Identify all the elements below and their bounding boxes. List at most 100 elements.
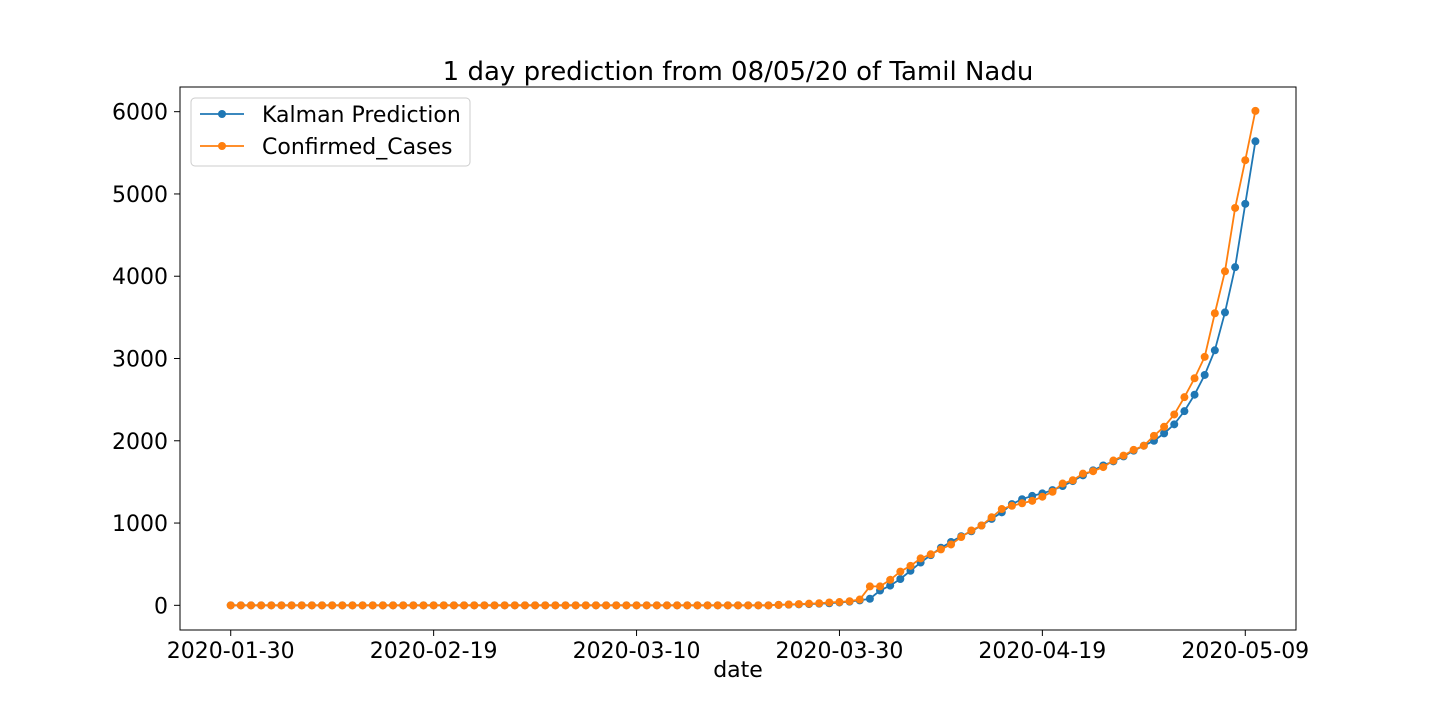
legend-label-confirmed: Confirmed_Cases — [262, 135, 453, 160]
data-point-confirmed-cases — [571, 601, 580, 610]
plot-area — [179, 86, 1297, 631]
legend-marker-kalman — [218, 110, 226, 118]
data-point-confirmed-cases — [541, 601, 550, 610]
data-point-confirmed-cases — [642, 601, 651, 610]
data-point-confirmed-cases — [429, 601, 438, 610]
data-point-confirmed-cases — [348, 601, 357, 610]
data-point-confirmed-cases — [500, 601, 509, 610]
data-point-kalman-prediction — [896, 574, 905, 583]
data-point-confirmed-cases — [419, 601, 428, 610]
data-point-kalman-prediction — [1190, 390, 1199, 399]
series-layer — [226, 106, 1260, 610]
data-point-confirmed-cases — [612, 601, 621, 610]
data-point-kalman-prediction — [1251, 137, 1260, 146]
data-point-confirmed-cases — [520, 601, 529, 610]
x-axis-label: date — [713, 658, 763, 683]
data-point-confirmed-cases — [368, 601, 377, 610]
data-point-kalman-prediction — [865, 594, 874, 603]
data-point-confirmed-cases — [399, 601, 408, 610]
data-point-confirmed-cases — [855, 595, 864, 604]
x-tick-label: 2020-03-10 — [573, 639, 701, 664]
data-point-confirmed-cases — [835, 598, 844, 607]
data-point-confirmed-cases — [1200, 352, 1209, 361]
data-point-confirmed-cases — [1190, 374, 1199, 383]
legend-label-kalman: Kalman Prediction — [262, 103, 461, 128]
data-point-confirmed-cases — [1139, 441, 1148, 450]
data-point-confirmed-cases — [1119, 451, 1128, 460]
data-point-confirmed-cases — [591, 601, 600, 610]
data-point-confirmed-cases — [470, 601, 479, 610]
data-point-confirmed-cases — [784, 600, 793, 609]
data-point-confirmed-cases — [805, 599, 814, 608]
data-point-confirmed-cases — [378, 601, 387, 610]
x-tick-label: 2020-02-19 — [370, 639, 498, 664]
data-point-confirmed-cases — [602, 601, 611, 610]
y-tick-label: 2000 — [112, 430, 168, 455]
data-point-confirmed-cases — [1058, 479, 1067, 488]
y-axis: 0 1000 2000 3000 4000 5000 6000 — [112, 101, 180, 619]
data-point-confirmed-cases — [1180, 393, 1189, 402]
data-point-confirmed-cases — [358, 601, 367, 610]
legend: Kalman Prediction Confirmed_Cases — [190, 97, 471, 167]
data-point-confirmed-cases — [1018, 499, 1027, 508]
data-point-kalman-prediction — [1231, 263, 1240, 272]
data-point-confirmed-cases — [277, 601, 286, 610]
data-point-confirmed-cases — [236, 601, 245, 610]
data-point-confirmed-cases — [754, 601, 763, 610]
data-point-confirmed-cases — [1129, 445, 1138, 454]
data-point-confirmed-cases — [794, 600, 803, 609]
data-point-confirmed-cases — [916, 554, 925, 563]
data-point-confirmed-cases — [1078, 469, 1087, 478]
data-point-confirmed-cases — [703, 601, 712, 610]
y-tick-label: 4000 — [112, 265, 168, 290]
data-point-kalman-prediction — [1220, 308, 1229, 317]
data-point-confirmed-cases — [247, 601, 256, 610]
data-point-confirmed-cases — [1231, 203, 1240, 212]
data-point-confirmed-cases — [865, 582, 874, 591]
data-point-confirmed-cases — [1048, 487, 1057, 496]
data-point-confirmed-cases — [1109, 456, 1118, 465]
data-point-confirmed-cases — [409, 601, 418, 610]
data-point-confirmed-cases — [338, 601, 347, 610]
data-point-kalman-prediction — [1170, 420, 1179, 429]
data-point-confirmed-cases — [389, 601, 398, 610]
data-point-confirmed-cases — [947, 540, 956, 549]
data-point-confirmed-cases — [652, 601, 661, 610]
data-point-kalman-prediction — [1160, 429, 1169, 438]
data-point-confirmed-cases — [226, 601, 235, 610]
data-point-confirmed-cases — [673, 601, 682, 610]
legend-box — [190, 97, 471, 167]
data-point-kalman-prediction — [1200, 370, 1209, 379]
data-point-confirmed-cases — [561, 601, 570, 610]
data-point-confirmed-cases — [460, 601, 469, 610]
data-point-confirmed-cases — [632, 601, 641, 610]
data-point-confirmed-cases — [1160, 422, 1169, 431]
data-point-confirmed-cases — [683, 601, 692, 610]
y-tick-label: 5000 — [112, 183, 168, 208]
data-point-kalman-prediction — [1241, 199, 1250, 208]
data-point-kalman-prediction — [886, 581, 895, 590]
x-tick-label: 2020-04-19 — [978, 639, 1106, 664]
data-point-confirmed-cases — [734, 601, 742, 610]
data-point-confirmed-cases — [439, 601, 448, 610]
data-point-confirmed-cases — [1220, 267, 1229, 276]
data-point-confirmed-cases — [815, 599, 824, 608]
data-point-confirmed-cases — [693, 601, 702, 610]
data-point-confirmed-cases — [1251, 106, 1260, 115]
data-point-confirmed-cases — [967, 526, 976, 535]
data-point-kalman-prediction — [1210, 346, 1219, 355]
data-point-confirmed-cases — [551, 601, 560, 610]
data-point-confirmed-cases — [307, 601, 316, 610]
data-point-confirmed-cases — [622, 601, 631, 610]
y-tick-label: 0 — [154, 594, 168, 619]
data-point-confirmed-cases — [490, 601, 499, 610]
data-point-confirmed-cases — [510, 601, 519, 610]
data-point-confirmed-cases — [1099, 463, 1108, 472]
data-point-confirmed-cases — [997, 505, 1006, 514]
y-tick-label: 6000 — [112, 101, 168, 126]
data-point-confirmed-cases — [318, 601, 327, 610]
data-point-confirmed-cases — [449, 601, 458, 610]
data-point-confirmed-cases — [764, 601, 773, 610]
data-point-confirmed-cases — [1241, 156, 1250, 165]
